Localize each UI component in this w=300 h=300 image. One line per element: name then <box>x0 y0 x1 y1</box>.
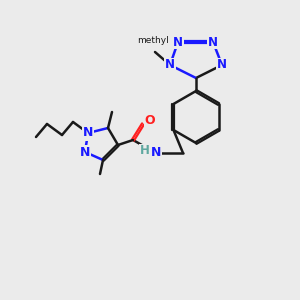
Text: N: N <box>173 35 183 49</box>
Text: N: N <box>80 146 90 158</box>
Text: N: N <box>217 58 227 71</box>
Text: H: H <box>140 145 150 158</box>
Text: methyl: methyl <box>137 36 169 45</box>
Text: N: N <box>165 58 175 71</box>
Text: N: N <box>83 127 93 140</box>
Text: N: N <box>208 35 218 49</box>
Text: O: O <box>145 115 155 128</box>
Text: N: N <box>151 146 161 160</box>
